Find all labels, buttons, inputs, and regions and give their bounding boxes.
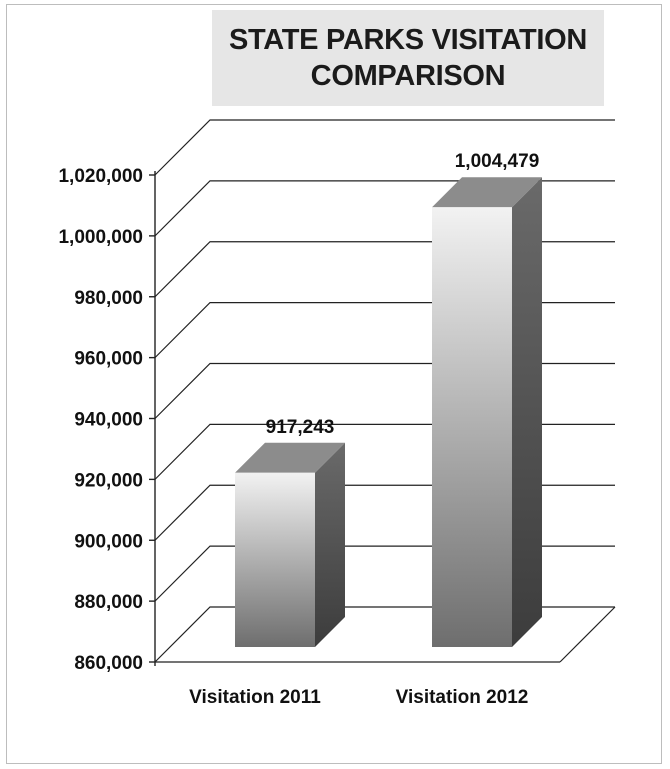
bars [235, 177, 542, 647]
bar [432, 177, 542, 647]
bar-top-face [235, 442, 345, 473]
gridline [154, 119, 615, 176]
chart-title-box: STATE PARKS VISITATION COMPARISON [212, 10, 604, 106]
y-tick-label: 860,000 [74, 653, 143, 674]
y-tick-label: 980,000 [74, 288, 143, 309]
gridline [154, 362, 615, 419]
chart-title-line-1: STATE PARKS VISITATION [228, 24, 588, 56]
bar-top-face [432, 177, 542, 208]
data-label: 1,004,479 [455, 151, 540, 172]
floor-right-edge [559, 606, 616, 663]
axes: 860,000 880,000 900,000 920,000 940,000 960,0… [58, 166, 156, 674]
bar-side-face [512, 177, 542, 647]
gridlines [154, 119, 616, 663]
bar-front-face [432, 207, 512, 647]
y-tick-label: 900,000 [74, 531, 143, 552]
bar [235, 442, 345, 647]
gridline [154, 423, 615, 480]
y-tick-label: 1,000,000 [58, 227, 143, 248]
y-tick-label: 880,000 [74, 592, 143, 613]
data-label: 917,243 [266, 417, 335, 438]
y-tick-label: 920,000 [74, 470, 143, 491]
gridline [154, 545, 615, 602]
gridline [154, 302, 615, 359]
bar-front-face [235, 472, 315, 647]
x-category-label: Visitation 2011 [189, 687, 321, 708]
y-tick-label: 940,000 [74, 410, 143, 431]
gridline [154, 241, 615, 298]
labels: 917,243 Visitation 2011 1,004,479 Visitatio… [189, 151, 539, 708]
gridline [154, 484, 615, 541]
bar-side-face [315, 442, 345, 647]
chart-frame [6, 4, 662, 764]
chart-title-line-2: COMPARISON [310, 60, 506, 92]
x-category-label: Visitation 2012 [396, 687, 529, 708]
gridline [154, 180, 615, 237]
gridline [154, 606, 615, 663]
y-tick-label: 1,020,000 [58, 166, 143, 187]
y-tick-label: 960,000 [74, 349, 143, 370]
